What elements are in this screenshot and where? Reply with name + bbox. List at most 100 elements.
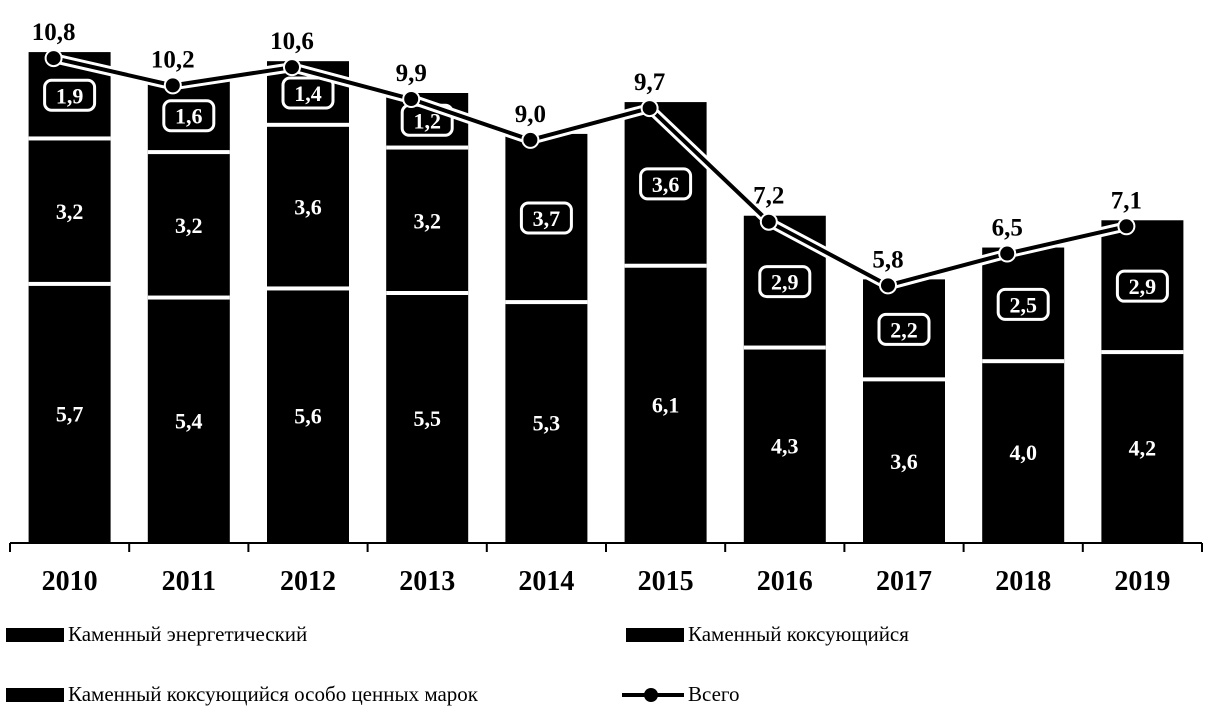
bar-2014-series-0 [505, 302, 588, 543]
separator-2012-1 [267, 122, 349, 127]
total-label: 9,0 [515, 101, 546, 128]
separator-2010-0 [28, 281, 111, 286]
total-label: 10,6 [270, 28, 314, 55]
data-label: 3,2 [56, 199, 84, 224]
bar-2018-series-0 [982, 361, 1065, 543]
chart: 2010 2011 2012 2013 2014 2015 2016 2017 2018 2019… [9, 19, 1203, 597]
bar-2010-series-1 [28, 138, 111, 284]
x-tick-label: 2012 [280, 566, 336, 597]
data-label: 2,2 [890, 317, 918, 342]
bar-2012-series-0 [267, 288, 349, 543]
legend-item-total: Всего [622, 682, 740, 707]
x-tick-label: 2013 [399, 566, 455, 597]
data-label: 1,6 [175, 104, 203, 129]
data-label: 1,9 [56, 83, 84, 108]
total-point [163, 76, 182, 95]
total-point [640, 99, 659, 118]
data-label: 5,6 [294, 404, 322, 429]
data-label-box [996, 287, 1050, 321]
separator-2011-0 [147, 295, 230, 300]
data-label: 4,3 [771, 433, 799, 458]
x-tick-label: 2011 [162, 566, 216, 597]
data-label-box [877, 312, 931, 346]
data-label: 5,4 [175, 408, 203, 433]
legend-swatch-coking [626, 627, 684, 642]
data-label: 5,7 [56, 401, 84, 426]
bar-2011-series-1 [147, 152, 230, 298]
total-point [521, 130, 540, 149]
bar-2016-series-0 [743, 347, 826, 543]
bar-2011-series-0 [147, 297, 230, 543]
separator-2013-0 [386, 291, 469, 295]
total-label: 7,2 [753, 183, 784, 210]
data-label: 3,6 [652, 172, 680, 197]
data-label-box [162, 99, 216, 133]
separator-2014-0 [505, 300, 588, 305]
bar-2013-series-0 [386, 293, 469, 543]
separator-2012-0 [267, 286, 349, 291]
bar-2019-series-0 [1101, 352, 1184, 543]
data-label: 2,5 [1009, 292, 1037, 317]
data-label-box [1115, 269, 1169, 303]
total-point [44, 49, 63, 68]
data-label: 2,9 [771, 270, 799, 295]
legend-label-total: Всего [688, 682, 740, 706]
total-label: 10,2 [151, 46, 195, 73]
x-tick-label: 2018 [995, 566, 1051, 597]
data-label: 5,3 [533, 411, 561, 436]
total-point [283, 58, 301, 77]
separator-2015-0 [624, 263, 707, 268]
bar-2013-series-1 [386, 147, 469, 293]
separator-2018-0 [982, 359, 1065, 364]
data-label: 4,0 [1009, 440, 1037, 465]
total-point [402, 90, 421, 108]
bar-2017-series-0 [863, 379, 945, 543]
separator-2019-0 [1101, 350, 1184, 355]
x-tick-label: 2010 [42, 566, 98, 597]
separator-2010-1 [28, 136, 111, 141]
total-label: 5,8 [872, 246, 903, 273]
data-label: 6,1 [652, 392, 680, 417]
bar-2010-series-0 [28, 283, 111, 543]
bar-2012-series-1 [267, 124, 349, 289]
separator-2011-1 [147, 150, 230, 155]
data-label: 3,7 [533, 206, 561, 231]
total-line [53, 56, 1127, 288]
legend-swatch-energy [6, 627, 64, 642]
legend-item-premium-coking: Каменный коксующийся особо ценных марок [6, 682, 478, 707]
total-label: 10,8 [32, 19, 76, 46]
total-label: 9,7 [634, 69, 665, 96]
total-point [759, 212, 778, 231]
legend-label-energy: Каменный энергетический [68, 622, 308, 646]
separator-2017-0 [863, 377, 945, 382]
legend-item-coking: Каменный коксующийся [626, 622, 909, 647]
legend-swatch-total [622, 687, 684, 703]
total-point [998, 244, 1017, 263]
data-label-box [281, 76, 335, 110]
data-label-box [758, 265, 812, 299]
data-label: 1,4 [294, 81, 322, 106]
total-point [879, 276, 897, 295]
total-label: 6,5 [992, 215, 1023, 242]
legend-swatch-premium-coking [6, 687, 64, 702]
separator-2013-1 [386, 145, 469, 150]
x-tick-label: 2015 [638, 566, 694, 597]
separator-2016-0 [743, 345, 826, 350]
legend-label-premium-coking: Каменный коксующийся особо ценных марок [68, 682, 479, 706]
data-label-box [43, 78, 97, 112]
data-label: 2,9 [1129, 274, 1157, 299]
x-tick-label: 2019 [1114, 566, 1170, 597]
legend-item-energy: Каменный энергетический [6, 622, 307, 647]
legend-label-coking: Каменный коксующийся [688, 622, 909, 646]
data-label: 5,5 [413, 406, 441, 431]
bar-2015-series-0 [624, 265, 707, 543]
total-point [1117, 217, 1136, 236]
total-label: 7,1 [1111, 187, 1142, 214]
data-label: 3,6 [890, 449, 918, 474]
data-label-box [519, 201, 573, 235]
data-label: 3,2 [413, 208, 441, 233]
x-tick-label: 2017 [876, 566, 932, 597]
data-label: 3,6 [294, 195, 322, 220]
data-label-box [639, 167, 693, 201]
data-label: 3,2 [175, 213, 203, 238]
